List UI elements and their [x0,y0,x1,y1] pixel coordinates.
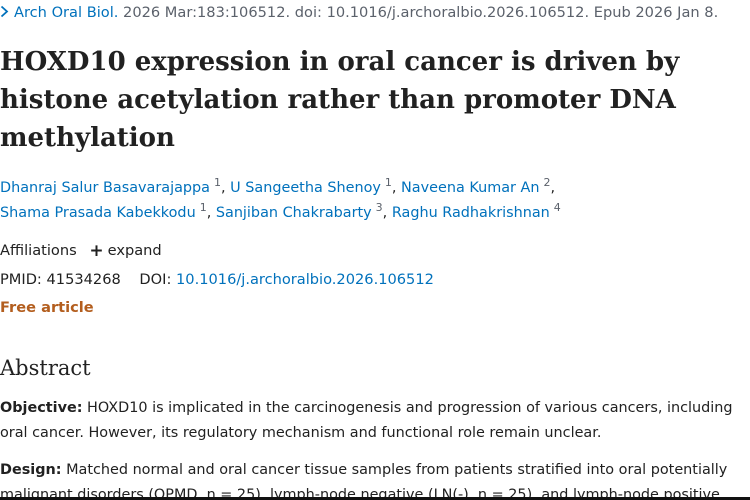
affiliation-ref[interactable]: 1 [214,176,221,189]
affiliations-row: Affiliations + expand [0,241,162,261]
author-link[interactable]: Sanjiban Chakrabarty 3 [215,201,383,221]
doi-link[interactable]: 10.1016/j.archoralbio.2026.106512 [176,271,434,288]
author-link[interactable]: Naveena Kumar An 2 [401,176,551,196]
design-text: Matched normal and oral cancer tissue sa… [0,462,728,500]
article-title: HOXD10 expression in oral cancer is driv… [0,47,680,153]
author-list: Dhanraj Salur Basavarajappa 1, U Sangeeth… [0,176,561,221]
affiliation-ref[interactable]: 1 [384,176,392,189]
citation-details: 2026 Mar:183:106512. doi: 10.1016/j.arch… [123,4,719,21]
abstract-objective: Objective: HOXD10 is implicated in the c… [0,396,745,446]
affiliation-ref[interactable]: 2 [543,176,551,189]
pmid-value: 41534268 [46,271,121,288]
author-link[interactable]: Shama Prasada Kabekkodu 1 [0,201,207,221]
bottom-divider [0,497,750,500]
objective-text: HOXD10 is implicated in the carcinogenes… [0,400,733,441]
citation-line: Arch Oral Biol. 2026 Mar:183:106512. doi… [0,3,718,23]
chevron-right-icon[interactable] [0,3,14,23]
affiliations-label: Affiliations [0,242,77,259]
author-link[interactable]: U Sangeetha Shenoy 1 [230,176,392,196]
affiliation-ref[interactable]: 1 [199,201,207,214]
expand-affiliations-button[interactable]: + expand [89,241,162,261]
plus-icon: + [89,241,104,261]
author-link[interactable]: Dhanraj Salur Basavarajappa 1 [0,176,221,196]
objective-label: Objective: [0,400,83,416]
free-article-badge[interactable]: Free article [0,299,94,316]
identifiers-row: PMID: 41534268 DOI: 10.1016/j.archoralbi… [0,270,434,290]
design-label: Design: [0,462,62,478]
abstract-design: Design: Matched normal and oral cancer t… [0,458,745,500]
affiliation-ref[interactable]: 3 [375,201,383,214]
abstract-heading: Abstract [0,356,91,380]
author-link[interactable]: Raghu Radhakrishnan 4 [391,201,561,221]
pmid-label: PMID: [0,271,42,288]
journal-link[interactable]: Arch Oral Biol. [14,4,119,21]
doi-label: DOI: [139,271,172,288]
affiliation-ref[interactable]: 4 [553,201,561,214]
expand-label: expand [107,242,162,259]
